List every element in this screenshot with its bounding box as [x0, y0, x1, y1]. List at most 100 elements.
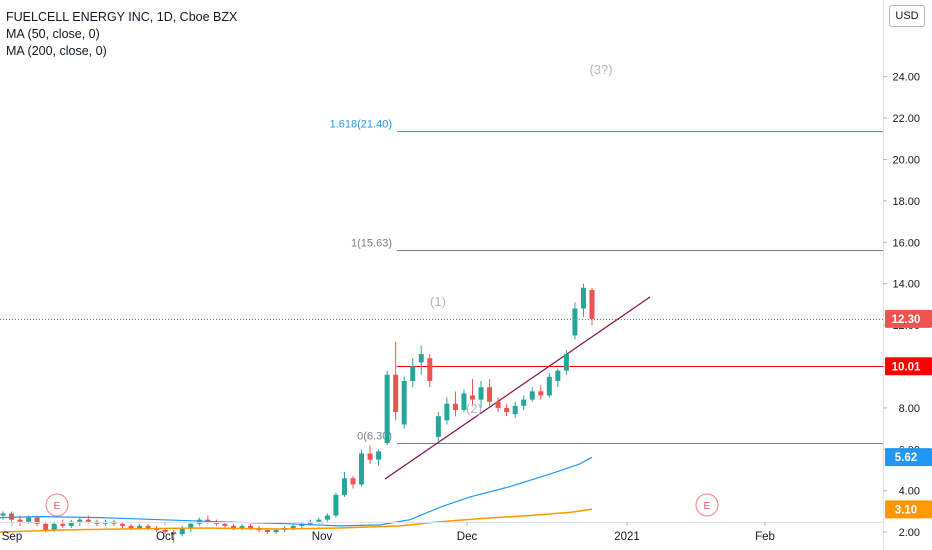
- candle: [179, 525, 185, 537]
- candle-body: [350, 478, 356, 485]
- fib-level-label: 1(15.63): [351, 238, 392, 250]
- candle-body: [85, 519, 91, 522]
- candle-body: [384, 374, 390, 444]
- price-label-text: 3.10: [895, 504, 917, 516]
- candle: [521, 395, 527, 410]
- candle: [461, 389, 467, 413]
- candle: [563, 349, 569, 375]
- trend-line: [384, 296, 651, 480]
- price-label-tag: 12.30: [885, 309, 932, 328]
- symbol-title[interactable]: FUELCELL ENERGY INC, 1D, Cboe BZX: [6, 10, 238, 24]
- candle-body: [580, 287, 586, 309]
- earnings-marker-label: E: [53, 500, 60, 512]
- candle-body: [393, 374, 399, 413]
- candle-body: [17, 519, 23, 522]
- wave-label: (1): [430, 294, 446, 309]
- wave-label: (2): [466, 401, 482, 416]
- candle-body: [333, 494, 339, 516]
- candle-body: [435, 416, 441, 437]
- candle-body: [469, 395, 475, 400]
- y-tick-label: 24.00: [892, 72, 920, 84]
- candle: [359, 449, 365, 487]
- ma50-legend[interactable]: MA (50, close, 0): [6, 27, 100, 41]
- candle: [171, 530, 177, 543]
- candle-body: [401, 380, 407, 425]
- candle-body: [248, 525, 254, 528]
- candle-body: [68, 521, 74, 526]
- candle-body: [461, 393, 467, 410]
- price-label-text: 10.01: [892, 361, 921, 373]
- candle-body: [427, 358, 433, 381]
- chart-legend: FUELCELL ENERGY INC, 1D, Cboe BZX MA (50…: [6, 9, 237, 60]
- candle-body: [239, 525, 245, 528]
- candle-body: [563, 354, 569, 371]
- candle-body: [529, 391, 535, 400]
- candle-body: [188, 523, 194, 528]
- candles: [0, 283, 595, 543]
- candle-body: [230, 525, 236, 528]
- candle: [589, 287, 595, 326]
- candle: [350, 476, 356, 489]
- candle-body: [120, 523, 126, 526]
- annotations: (1) (2) (3?) E E: [45, 62, 719, 517]
- candle: [341, 472, 347, 497]
- candle: [435, 412, 441, 442]
- candle: [478, 380, 484, 408]
- candle: [504, 403, 510, 417]
- candle-body: [77, 519, 83, 522]
- candle-body: [162, 530, 168, 533]
- candle-body: [196, 519, 202, 524]
- candle-body: [376, 451, 382, 460]
- candle-body: [572, 308, 578, 336]
- candle: [427, 354, 433, 388]
- candle-body: [205, 519, 211, 522]
- candle: [495, 397, 501, 413]
- candle: [529, 387, 535, 402]
- candle-body: [43, 523, 49, 531]
- candle: [580, 283, 586, 317]
- candle-body: [341, 478, 347, 495]
- candle: [9, 511, 15, 522]
- candle-body: [145, 525, 151, 528]
- x-tick-label: Dec: [457, 531, 478, 543]
- ma50-line: [0, 456, 593, 527]
- candle-body: [9, 513, 15, 520]
- price-label-tag: 3.10: [885, 500, 932, 519]
- candle-body: [495, 401, 501, 408]
- y-tick-label: 20.00: [892, 155, 920, 167]
- candle: [77, 517, 83, 526]
- candle: [196, 517, 202, 526]
- candle-body: [324, 515, 330, 520]
- candle: [393, 341, 399, 421]
- y-tick-label: 18.00: [892, 196, 920, 208]
- candle: [452, 391, 458, 417]
- candle-body: [128, 525, 134, 528]
- x-tick-label: 2021: [614, 531, 640, 543]
- ma200-legend[interactable]: MA (200, close, 0): [6, 44, 107, 58]
- x-tick-label: Oct: [156, 531, 175, 543]
- candle-body: [555, 370, 561, 381]
- price-label-text: 12.30: [892, 314, 921, 326]
- fib-level-label: 0(6.30): [357, 431, 392, 443]
- candle: [538, 385, 544, 400]
- time-axis[interactable]: Sep Oct Nov Dec 2021 Feb: [2, 522, 775, 543]
- candle-body: [222, 523, 228, 526]
- candle-body: [51, 523, 57, 531]
- candle-body: [179, 527, 185, 535]
- candle-body: [171, 532, 177, 535]
- candle: [60, 519, 66, 528]
- candle-body: [538, 391, 544, 396]
- candle-body: [504, 407, 510, 413]
- currency-button[interactable]: USD: [889, 5, 925, 27]
- y-tick-label: 2.00: [899, 527, 920, 539]
- x-tick-label: Feb: [755, 531, 775, 543]
- chart-overlays: 1.618(21.40) 1(15.63) 0(6.30): [0, 119, 883, 480]
- candle-body: [26, 517, 32, 522]
- candle-body: [265, 530, 271, 533]
- y-tick-label: 14.00: [892, 279, 920, 291]
- earnings-marker: E: [695, 493, 719, 517]
- y-tick-label: 4.00: [899, 486, 920, 498]
- price-label-tag: 5.62: [885, 448, 932, 467]
